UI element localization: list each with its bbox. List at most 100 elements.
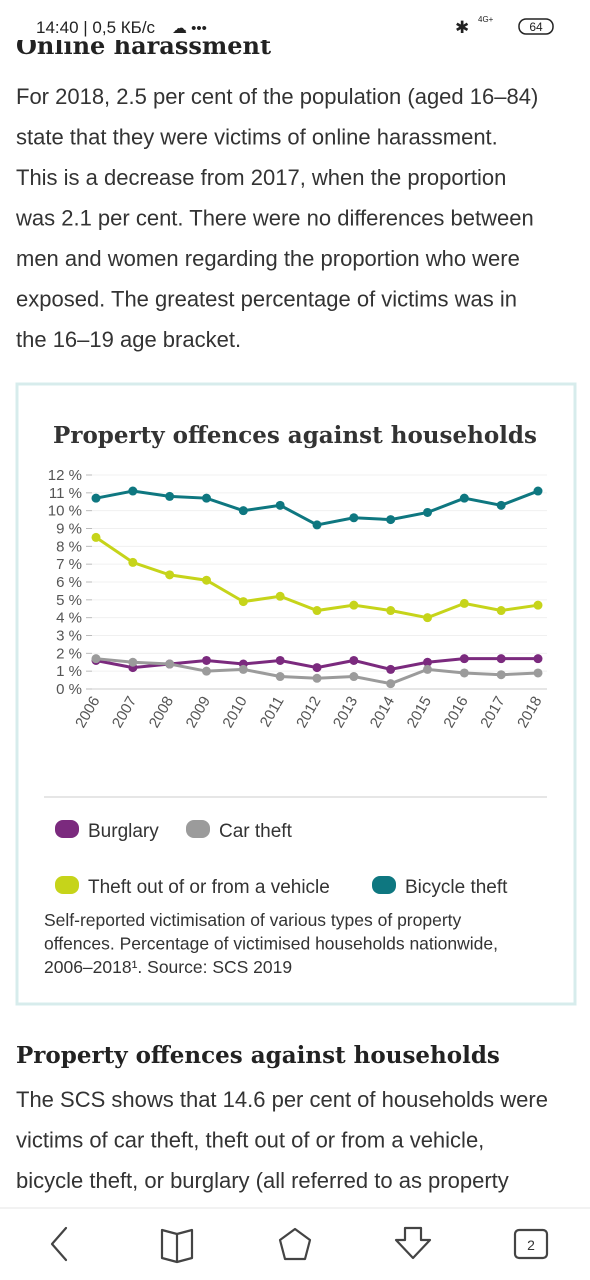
y-tick-label: 10 % bbox=[48, 503, 82, 520]
data-point bbox=[386, 664, 396, 674]
data-point bbox=[91, 532, 101, 542]
data-point bbox=[312, 663, 322, 673]
legend-label: Theft out of or from a vehicle bbox=[88, 877, 330, 898]
data-point bbox=[128, 557, 138, 567]
paragraph: The SCS shows that 14.6 per cent of hous… bbox=[16, 1087, 548, 1193]
data-point bbox=[533, 654, 543, 664]
data-point bbox=[533, 486, 543, 496]
data-point bbox=[459, 598, 469, 608]
data-point bbox=[459, 668, 469, 678]
data-point bbox=[459, 493, 469, 503]
y-tick-label: 7 % bbox=[56, 556, 82, 573]
paragraph-line: the 16–19 age bracket. bbox=[16, 327, 241, 352]
y-tick-label: 12 % bbox=[48, 467, 82, 484]
y-tick-label: 1 % bbox=[56, 663, 82, 680]
paragraph-line: victims of car theft, theft out of or fr… bbox=[16, 1128, 484, 1153]
paragraph-line: For 2018, 2.5 per cent of the population… bbox=[16, 84, 538, 109]
bluetooth-icon: ✱ bbox=[455, 18, 469, 37]
paragraph-line: exposed. The greatest percentage of vict… bbox=[16, 287, 517, 312]
data-point bbox=[275, 591, 285, 601]
data-point bbox=[349, 513, 359, 523]
data-point bbox=[275, 500, 285, 510]
data-point bbox=[459, 654, 469, 664]
data-point bbox=[202, 493, 211, 503]
data-point bbox=[91, 493, 101, 503]
nav-bar bbox=[0, 1208, 590, 1280]
y-tick-label: 0 % bbox=[56, 681, 82, 698]
status-network: 4G+ bbox=[478, 15, 494, 24]
data-point bbox=[349, 600, 359, 610]
data-point bbox=[275, 672, 285, 682]
section-heading: Property offences against households bbox=[16, 1042, 500, 1069]
chart-box bbox=[15, 382, 577, 1006]
paragraph-line: was 2.1 per cent. There were no differen… bbox=[15, 206, 534, 231]
legend-label: Bicycle theft bbox=[405, 877, 508, 898]
paragraph: For 2018, 2.5 per cent of the population… bbox=[15, 84, 538, 352]
y-tick-label: 6 % bbox=[56, 574, 82, 591]
data-point bbox=[312, 673, 322, 683]
data-point bbox=[386, 679, 396, 689]
y-tick-label: 3 % bbox=[56, 628, 82, 645]
data-point bbox=[238, 597, 248, 607]
data-point bbox=[202, 655, 211, 665]
legend-label: Car theft bbox=[219, 821, 293, 842]
data-point bbox=[128, 486, 138, 496]
battery-icon bbox=[518, 18, 554, 35]
data-point bbox=[423, 657, 432, 667]
legend-label: Burglary bbox=[88, 821, 159, 842]
legend-swatch bbox=[372, 876, 396, 894]
download-button[interactable] bbox=[394, 1226, 432, 1260]
data-point bbox=[238, 664, 248, 674]
reader-button[interactable] bbox=[160, 1228, 194, 1264]
paragraph-line: The SCS shows that 14.6 per cent of hous… bbox=[16, 1087, 548, 1112]
paragraph-line: bicycle theft, or burglary (all referred… bbox=[16, 1168, 509, 1193]
legend-swatch bbox=[55, 876, 79, 894]
status-icons: ☁ ••• bbox=[172, 20, 207, 37]
data-point bbox=[533, 600, 543, 610]
data-point bbox=[496, 654, 506, 664]
data-point bbox=[349, 672, 359, 682]
paragraph-line: state that they were victims of online h… bbox=[16, 125, 498, 150]
chart: 0 %1 %2 %3 %4 %5 %6 %7 %8 %9 %10 %11 %12… bbox=[44, 467, 547, 977]
paragraph-line: men and women regarding the proportion w… bbox=[16, 246, 520, 271]
back-button[interactable] bbox=[50, 1226, 68, 1262]
data-point bbox=[496, 670, 506, 680]
y-tick-label: 8 % bbox=[56, 538, 82, 555]
status-battery: 64 bbox=[529, 20, 543, 34]
tabs-button[interactable] bbox=[513, 1228, 549, 1260]
data-point bbox=[275, 655, 285, 665]
y-tick-label: 2 % bbox=[56, 645, 82, 662]
y-tick-label: 11 % bbox=[49, 485, 82, 502]
y-tick-label: 9 % bbox=[56, 521, 82, 538]
data-point bbox=[165, 491, 175, 501]
data-point bbox=[349, 655, 359, 665]
data-point bbox=[165, 570, 175, 580]
chart-title: Property offences against households bbox=[53, 422, 537, 449]
chart-caption: offences. Percentage of victimised house… bbox=[44, 934, 498, 954]
data-point bbox=[202, 666, 211, 676]
chart-caption: Self-reported victimisation of various t… bbox=[44, 910, 462, 930]
data-point bbox=[533, 668, 543, 678]
tabs-count: 2 bbox=[527, 1237, 535, 1253]
data-point bbox=[423, 664, 432, 674]
data-point bbox=[423, 507, 432, 517]
data-point bbox=[202, 575, 211, 585]
y-tick-label: 5 % bbox=[56, 592, 82, 609]
data-point bbox=[128, 657, 138, 667]
data-point bbox=[312, 606, 322, 616]
data-point bbox=[496, 500, 506, 510]
data-point bbox=[238, 506, 248, 516]
home-button[interactable] bbox=[278, 1227, 312, 1261]
data-point bbox=[496, 606, 506, 616]
chart-caption: 2006–2018¹. Source: SCS 2019 bbox=[44, 957, 292, 977]
y-tick-label: 4 % bbox=[56, 610, 82, 627]
status-time: 14:40 | 0,5 КБ/с bbox=[36, 18, 156, 37]
data-point bbox=[386, 606, 396, 616]
paragraph-line: This is a decrease from 2017, when the p… bbox=[16, 165, 506, 190]
data-point bbox=[165, 659, 175, 669]
data-point bbox=[423, 613, 432, 623]
status-bar bbox=[0, 0, 590, 40]
legend-swatch bbox=[186, 820, 210, 838]
